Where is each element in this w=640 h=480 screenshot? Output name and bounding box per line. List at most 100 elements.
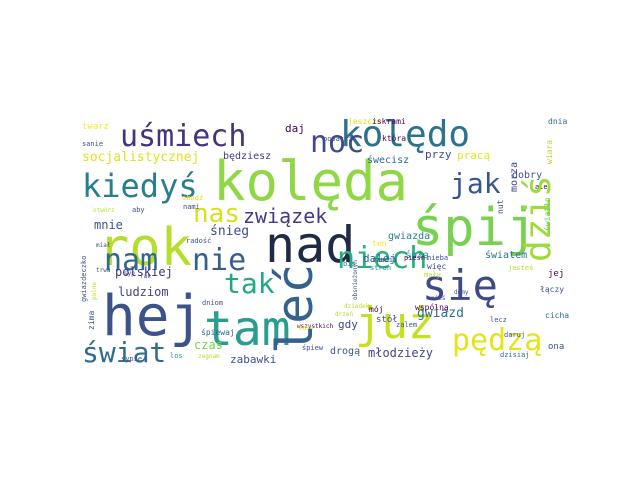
word-nieba: nieba (427, 254, 448, 262)
word-ale: ale (535, 183, 548, 191)
word-daj: daj (285, 122, 305, 135)
word-rzucii: rzucii (372, 256, 397, 264)
word-śpiew: śpiew (302, 344, 324, 352)
word-domy: domy (454, 289, 469, 296)
word-drogą: drogą (330, 346, 360, 357)
word-ona: ona (548, 342, 564, 352)
word-leć: leć (266, 264, 324, 354)
word-polne: polne (91, 282, 98, 300)
word-jej: jej (548, 269, 564, 279)
word-mój: mój (369, 304, 383, 314)
word-aby: aby (132, 206, 145, 214)
word-zabawki: zabawki (230, 353, 276, 366)
word-popatrz: popatrz (323, 135, 353, 143)
word-będziesz: będziesz (223, 151, 271, 162)
word-los: los (170, 352, 183, 360)
word-nie: nie (192, 243, 246, 278)
word-syp: syp (124, 270, 135, 277)
word-świat: świat (82, 336, 166, 369)
word-więc: więc (427, 262, 446, 271)
word-nad: nad (265, 216, 355, 274)
word-kiedyś: kiedyś (82, 167, 198, 205)
word-zegnam: zegnam (198, 353, 220, 360)
word-trwa: trwa (96, 267, 111, 274)
word-uśmiech: uśmiech (120, 119, 246, 154)
word-sypie: sypie (121, 355, 142, 363)
word-czas: czas (194, 338, 223, 352)
word-gdy: gdy (338, 318, 358, 331)
word-nam: nam (104, 243, 158, 278)
word-tam: tam (204, 301, 291, 357)
word-dniom: dniom (202, 299, 223, 307)
word-iskrami: iskrami (372, 117, 406, 126)
word-morza: morza (509, 162, 520, 192)
word-gwiazda: gwiazda (388, 231, 430, 242)
word-nieś: nieś (431, 295, 446, 302)
word-śnieg: śnieg (210, 224, 249, 239)
word-zima: zima (87, 311, 96, 330)
word-rok: rok (98, 218, 192, 278)
word-cicha: cicha (545, 311, 569, 320)
word-światło: światło (542, 197, 552, 231)
word-przy: przy (425, 148, 452, 161)
word-rak: rak (140, 273, 151, 280)
word-socjalistycznej: socjalistycznej (82, 150, 199, 165)
word-pracą: pracą (457, 149, 490, 162)
word-dnia: dnia (548, 117, 567, 126)
word-związek: związek (243, 204, 327, 228)
word-gwiazdeczko: gwiazdeczko (80, 256, 88, 302)
word-wspólną: wspólną (415, 302, 449, 312)
word-niech: niech (337, 241, 427, 276)
word-gwiazd: gwiazd (417, 306, 464, 321)
word-wszystkich: wszystkich (297, 323, 334, 330)
word-wiara: wiara (545, 140, 554, 164)
word-zalem: zalem (396, 321, 417, 329)
word-otwórz: otwórz (93, 207, 115, 214)
word-śpią: śpią (405, 249, 429, 261)
word-nas: nas (193, 199, 240, 229)
word-stron: stron (370, 264, 391, 272)
word-się: się (422, 261, 498, 310)
word-daruj: daruj (504, 331, 525, 339)
word-modo: modo (299, 325, 314, 332)
word-ludziom: ludziom (118, 285, 169, 299)
word-stół: stół (376, 314, 398, 325)
word-drzeń: drzeń (335, 311, 353, 318)
word-bis: bis (343, 260, 356, 268)
word-jeszcze: jeszcze (348, 117, 382, 126)
word-ten: ten (372, 239, 387, 248)
word-mnie: mnie (94, 218, 123, 232)
word-śpij: śpij (412, 198, 537, 258)
word-obsnieżonym: obsnieżonym (352, 260, 359, 300)
word-sanie: sanie (82, 140, 103, 148)
word-radość: radość (186, 237, 211, 245)
word-młodzieży: młodzieży (368, 346, 433, 360)
word-pieśń: pieśń (404, 254, 425, 262)
word-śpiewaj: śpiewaj (201, 327, 235, 337)
word-mały: mały (424, 271, 441, 279)
word-jesteś: jesteś (508, 264, 533, 272)
word-dalej: dalej (363, 252, 396, 265)
word-śwecisz: śwecisz (367, 154, 409, 166)
word-kolędo: kolędo (340, 114, 470, 155)
word-nami: nami (183, 203, 200, 211)
word-dziś: dziś (518, 175, 559, 262)
word-światem: światem (485, 249, 527, 261)
word-miał: miał (96, 242, 111, 249)
word-dziadek: dziadek (344, 303, 370, 310)
word-nut: nut (496, 199, 505, 214)
word-dobry: dobry (512, 170, 542, 181)
word-jak: jak (450, 167, 501, 200)
word-twarz: twarz (82, 122, 109, 132)
word-kolęda: kolęda (213, 150, 408, 213)
word-tak: tak (224, 267, 275, 300)
word-już: już (355, 298, 434, 349)
word-która: która (382, 133, 406, 143)
word-łączy: łączy (540, 285, 564, 294)
word-dzisiaj: dzisiaj (500, 351, 530, 359)
word-noc: noc (310, 125, 364, 160)
word-polskiej: polskiej (115, 265, 173, 279)
word-hej: hej (102, 284, 203, 349)
word-lecz: lecz (490, 316, 507, 324)
